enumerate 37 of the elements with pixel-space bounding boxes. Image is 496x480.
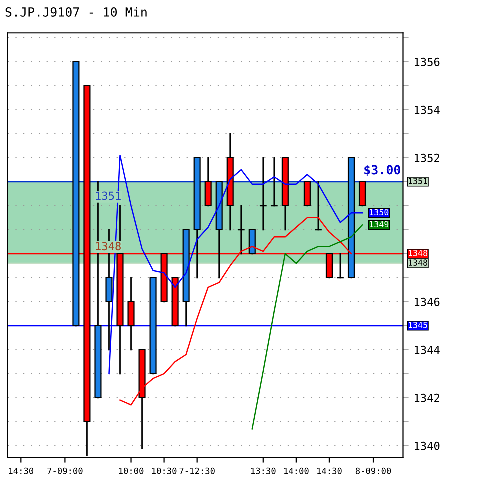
- x-tick-label: 14:30: [318, 468, 342, 474]
- y-tick-label: 1342: [415, 394, 440, 402]
- x-tick-label: 10:30: [152, 468, 177, 474]
- annotation: $3.00: [364, 165, 400, 176]
- ref-line-label: 1345: [408, 322, 428, 328]
- data-label: 1349: [370, 221, 389, 228]
- x-tick-label: 14:30: [9, 468, 34, 474]
- y-tick-label: 1346: [415, 298, 440, 306]
- x-tick-label: 7-09:00: [48, 468, 83, 474]
- candlestick: [248, 229, 256, 255]
- candlestick: [204, 157, 212, 207]
- candlestick: [315, 181, 322, 231]
- candlestick: [128, 277, 135, 351]
- x-tick-label: 10:00: [119, 468, 144, 474]
- data-label: 1350: [370, 209, 389, 216]
- ref-line-label: 1348: [408, 250, 428, 256]
- annotation: 1351: [96, 192, 121, 200]
- y-tick-label: 1354: [415, 106, 440, 114]
- ref-line-label: 1351: [408, 178, 428, 184]
- x-tick-label: 14:00: [284, 468, 309, 474]
- ref-line-label: 1348: [408, 260, 428, 266]
- candlestick: [270, 157, 278, 207]
- candlestick: [238, 205, 245, 255]
- annotation: 1348: [96, 242, 121, 251]
- chart-title: S.JP.J9107 - 10 Min: [6, 7, 147, 17]
- line-series: [252, 224, 364, 430]
- candlestick: [337, 253, 344, 279]
- y-tick-label: 1340: [415, 442, 440, 450]
- x-tick-label: 8-09:00: [356, 468, 392, 474]
- candlestick: [358, 181, 366, 207]
- y-tick-label: 1356: [415, 58, 440, 66]
- x-tick-label: 13:30: [251, 468, 276, 474]
- candlestick: [304, 181, 311, 207]
- candlestick: [260, 157, 267, 231]
- x-tick-label: 7-12:30: [180, 468, 215, 474]
- y-tick-label: 1344: [415, 346, 440, 354]
- y-tick-label: 1352: [415, 154, 440, 162]
